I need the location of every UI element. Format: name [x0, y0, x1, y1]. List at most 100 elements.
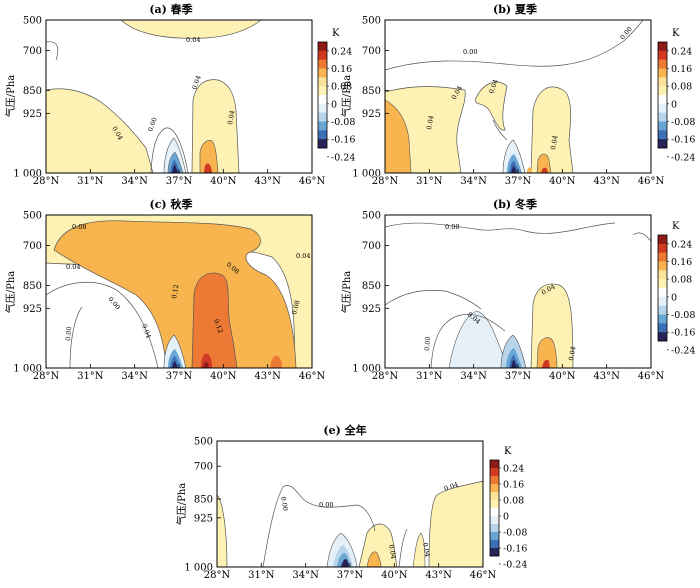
colorbar-swatch	[490, 524, 499, 533]
colorbar-label: -0.16	[671, 328, 695, 339]
colorbar-unit: K	[504, 446, 512, 457]
y-tick-label: 700	[23, 46, 42, 57]
colorbar-d: K 0.24 0.16 0.08 0 -0.08 -0.16 -0.24	[657, 221, 695, 356]
colorbar-swatch	[658, 95, 667, 105]
x-tick-label: 46°N	[299, 371, 326, 382]
y-tick-label: 500	[194, 437, 213, 448]
panel-b-title: (b) 夏季	[493, 2, 538, 16]
colorbar-swatch	[658, 42, 667, 52]
panel-b: (b) 夏季 0.00 0.00 0.04 0.04 0.04 0.04 28°…	[340, 2, 664, 187]
x-tick-label: 40°N	[381, 570, 408, 581]
colorbar-label: 0	[671, 99, 677, 110]
y-tick-label: 850	[362, 86, 381, 97]
colorbar-label: -0.24	[503, 560, 527, 571]
x-tick-label: 31°N	[77, 371, 104, 382]
panel-c-clabel: 0.04	[296, 252, 310, 260]
x-tick-label: 43°N	[254, 176, 281, 187]
y-tick-label: 700	[362, 241, 381, 252]
colorbar-label: 0.24	[331, 46, 352, 57]
colorbar-label: 0.24	[671, 46, 692, 57]
x-tick-label: 34°N	[460, 176, 487, 187]
colorbar-swatch	[490, 548, 499, 557]
x-tick-label: 31°N	[416, 176, 443, 187]
panel-d-plot: 0.00 0.04 0.04 0.04 0.00	[384, 214, 652, 369]
x-tick-label: 37°N	[166, 176, 193, 187]
y-tick-label: 500	[23, 211, 42, 222]
x-tick-label: 28°N	[372, 371, 399, 382]
panel-a-fill-top	[120, 19, 262, 39]
panel-e-fill-right2	[412, 532, 426, 568]
colorbar-label: -0.08	[671, 117, 695, 128]
panel-e-fill-right	[428, 480, 484, 568]
panel-e-ylabel: 气压/Pha	[175, 483, 188, 526]
x-tick-label: 46°N	[470, 570, 497, 581]
panel-a-plot: 0.04 0.04 0.04 0.04 0.00	[45, 19, 313, 174]
y-tick-label: 850	[23, 281, 42, 292]
colorbar-label: -0.16	[331, 135, 355, 146]
x-tick-label: 34°N	[292, 570, 319, 581]
colorbar-swatch	[318, 103, 327, 113]
colorbar-swatch	[658, 103, 667, 113]
panel-b-clabel: 0.04	[549, 135, 559, 151]
colorbar-swatch	[658, 235, 667, 245]
panel-b-contour-zero	[384, 19, 644, 141]
panel-d-neg-4	[511, 360, 517, 368]
y-tick-label: 850	[362, 281, 381, 292]
x-tick-label: 37°N	[166, 371, 193, 382]
x-tick-label: 43°N	[254, 371, 281, 382]
x-tick-label: 28°N	[204, 570, 231, 581]
x-tick-label: 43°N	[593, 371, 620, 382]
y-tick-label: 925	[23, 109, 42, 120]
panel-a-fill-red	[204, 163, 212, 173]
colorbar-a: K 0.24 0.16 0.08 0 -0.08 -0.16 -0.24	[317, 28, 355, 163]
colorbar-b: K 0.24 0.16 0.08 0 -0.08 -0.16 -0.24	[657, 28, 695, 163]
colorbar-swatch	[658, 130, 667, 140]
panel-b-fill-left-orange	[384, 99, 412, 174]
colorbar-swatch	[658, 261, 667, 271]
y-tick-label: 1 000	[184, 563, 213, 574]
colorbar-label: -0.24	[671, 345, 695, 356]
colorbar-label: -0.16	[503, 544, 527, 555]
colorbar-swatch	[490, 508, 499, 517]
colorbar-swatch	[658, 68, 667, 78]
colorbar-swatch	[490, 532, 499, 541]
colorbar-swatch	[658, 112, 667, 122]
panel-c-contour-zero	[69, 306, 83, 369]
y-tick-label: 925	[362, 304, 381, 315]
colorbar-swatch	[490, 476, 499, 485]
colorbar-swatch	[318, 86, 327, 96]
x-tick-label: 31°N	[77, 176, 104, 187]
colorbar-swatch	[318, 77, 327, 87]
x-tick-label: 40°N	[549, 371, 576, 382]
panel-e-contour-zero	[262, 485, 408, 568]
x-tick-label: 28°N	[33, 371, 60, 382]
colorbar-label: -0.08	[503, 528, 527, 539]
y-tick-label: 1 000	[352, 364, 381, 375]
colorbar-swatch	[658, 314, 667, 324]
panel-c-title: (c) 秋季	[150, 197, 194, 211]
panel-c-fill-darkorange	[191, 272, 238, 369]
colorbar-swatch	[658, 270, 667, 280]
panel-b-ylabel: 气压/Pha	[340, 75, 353, 118]
y-tick-label: 700	[194, 462, 213, 473]
x-tick-label: 46°N	[638, 176, 665, 187]
x-tick-label: 43°N	[425, 570, 452, 581]
panel-e-fill-mid	[358, 523, 398, 568]
colorbar-label: 0.16	[671, 257, 692, 268]
panel-c-fill-right-dark	[270, 355, 282, 368]
x-tick-label: 43°N	[593, 176, 620, 187]
colorbar-label: 0.16	[331, 64, 352, 75]
y-tick-label: 925	[23, 304, 42, 315]
colorbar-label: 0.08	[671, 82, 692, 93]
panel-a-fill-orange	[199, 140, 219, 174]
panel-b-fill-orange	[536, 153, 552, 174]
x-tick-label: 34°N	[121, 176, 148, 187]
colorbar-swatch	[490, 540, 499, 549]
colorbar-swatch	[490, 516, 499, 525]
colorbar-swatch	[658, 279, 667, 289]
colorbar-swatch	[318, 112, 327, 122]
colorbar-swatch	[658, 77, 667, 87]
panel-d-fill-red	[542, 359, 550, 368]
panel-c-clabel: 0.04	[66, 263, 80, 271]
